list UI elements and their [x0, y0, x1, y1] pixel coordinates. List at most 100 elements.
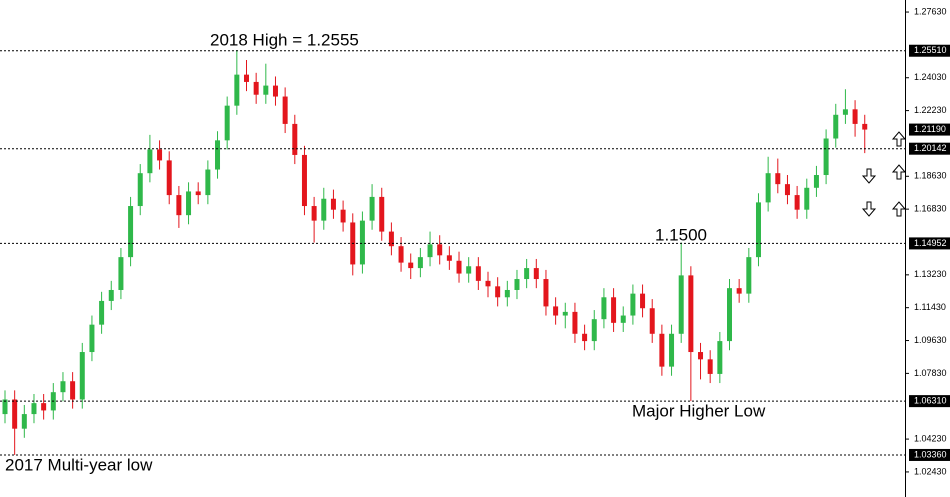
candle-body: [466, 266, 472, 274]
candle-body: [775, 173, 781, 185]
candle-body: [784, 184, 790, 196]
candle-body: [89, 324, 95, 353]
annotation: Major Higher Low: [632, 401, 766, 420]
candle-body: [398, 246, 404, 263]
candle-body: [640, 293, 646, 309]
candle-body: [205, 169, 211, 196]
candle-body: [717, 341, 723, 374]
candle-body: [321, 198, 327, 221]
candle-body: [31, 403, 37, 415]
candle-body: [311, 206, 317, 221]
level-label: 1.20142: [914, 143, 947, 153]
candle-body: [669, 333, 675, 367]
level-tag: [909, 142, 950, 155]
candle-body: [620, 315, 626, 323]
candle-body: [842, 109, 848, 115]
candle-body: [340, 209, 346, 223]
candle-body: [234, 74, 240, 106]
y-tick-label: 1.18630: [914, 171, 947, 181]
candle-body: [330, 198, 336, 210]
candle-body: [224, 105, 230, 141]
level-label: 1.25510: [914, 45, 947, 55]
annotation: 2017 Multi-year low: [5, 455, 153, 474]
level-tag: [909, 237, 950, 250]
candle-body: [427, 244, 433, 258]
candle-body: [359, 220, 365, 265]
candle-body: [408, 262, 414, 269]
candle-body: [813, 175, 819, 188]
candle-body: [736, 288, 742, 294]
candle-body: [292, 123, 298, 155]
candle-body: [244, 74, 249, 82]
level-label: 1.14952: [914, 238, 947, 248]
candle-body: [833, 114, 839, 139]
candle-body: [369, 196, 375, 221]
candle-body: [253, 81, 259, 95]
y-tick-label: 1.24030: [914, 72, 947, 82]
candle-body: [99, 300, 105, 325]
candle-body: [582, 333, 588, 342]
candle-body: [659, 333, 665, 367]
y-tick-label: 1.04230: [914, 433, 947, 443]
candle-body: [195, 191, 201, 196]
level-tag: [909, 448, 950, 461]
candle-body: [2, 399, 8, 415]
candle-body: [215, 140, 221, 170]
candle-body: [804, 187, 810, 210]
candle-body: [553, 306, 559, 316]
candle-body: [21, 414, 27, 429]
level-label: 1.06310: [914, 395, 947, 405]
candle-body: [495, 286, 501, 298]
candle-body: [456, 260, 462, 274]
candle-body: [41, 403, 47, 411]
candle-body: [282, 96, 288, 124]
candle-body: [157, 149, 163, 161]
y-tick-label: 1.22230: [914, 105, 947, 115]
candle-body: [601, 297, 607, 320]
annotation: 2018 High = 1.2555: [210, 30, 359, 49]
candle-body: [60, 381, 66, 393]
candle-body: [524, 268, 530, 280]
y-tick-label: 1.27630: [914, 6, 947, 16]
candle-body: [70, 381, 76, 400]
candle-body: [755, 202, 761, 258]
price-tag: [909, 123, 950, 136]
candle-body: [437, 244, 443, 256]
down-arrow: [861, 168, 877, 184]
candle-body: [688, 275, 694, 353]
candle-body: [446, 255, 452, 261]
y-tick-label: 1.09630: [914, 335, 947, 345]
candle-body: [108, 289, 114, 301]
candle-body: [746, 257, 752, 294]
candle-body: [727, 288, 732, 342]
y-tick-label: 1.13230: [914, 269, 947, 279]
candle-body: [137, 173, 143, 207]
up-arrow: [891, 201, 907, 217]
level-tag: [909, 44, 950, 57]
candle-body: [147, 149, 153, 174]
candle-body: [794, 195, 800, 210]
candle-body: [417, 257, 423, 269]
candle-body: [678, 275, 684, 334]
level-label: 1.03360: [914, 449, 947, 459]
candle-body: [514, 279, 520, 290]
candle-body: [128, 206, 134, 258]
candle-body: [379, 196, 385, 232]
y-tick-label: 1.16830: [914, 204, 947, 214]
candle-body: [176, 195, 182, 216]
signal-arrows: [861, 131, 907, 217]
candle-body: [823, 138, 829, 176]
y-tick-label: 1.07830: [914, 368, 947, 378]
candle-body: [272, 85, 278, 97]
up-arrow: [891, 164, 907, 180]
candle-body: [862, 123, 868, 130]
y-tick-label: 1.11430: [914, 302, 946, 312]
candle-body: [707, 359, 713, 374]
candle-body: [630, 293, 636, 316]
candle-body: [698, 352, 704, 360]
down-arrow: [861, 201, 877, 217]
candle-body: [118, 257, 124, 290]
candle-body: [533, 268, 539, 280]
candle-body: [166, 160, 172, 196]
